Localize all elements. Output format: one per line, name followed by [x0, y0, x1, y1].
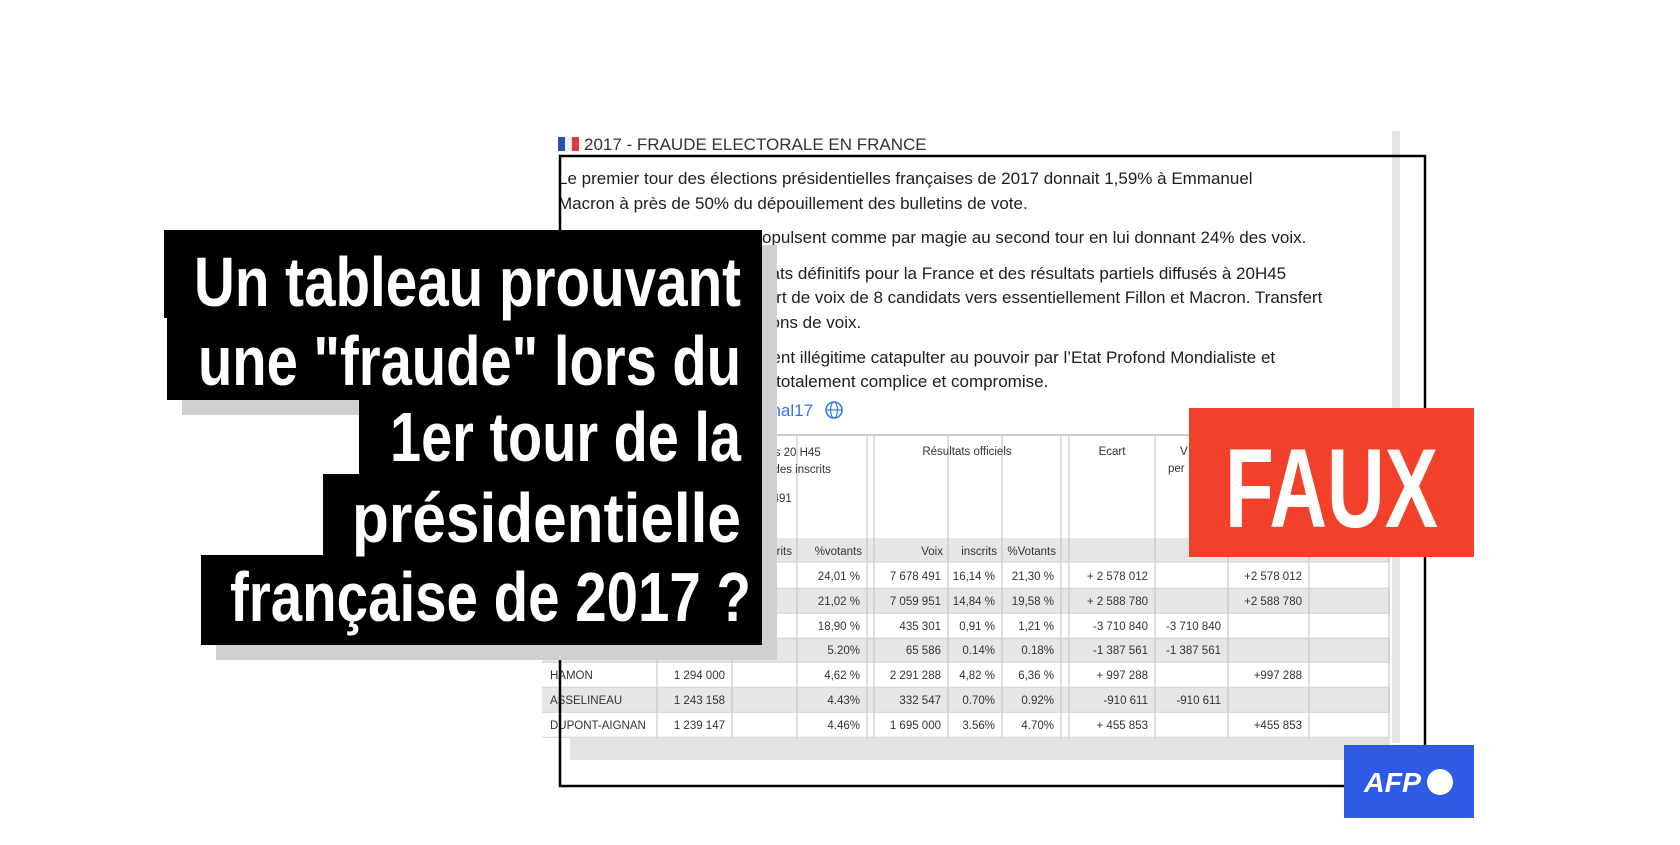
table-header: % des inscrits: [760, 464, 831, 476]
verdict: FAUX: [1225, 426, 1438, 551]
post-title: 2017 - FRAUDE ELECTORALE EN FRANCE: [584, 135, 927, 154]
table-cell: ASSELINEAU: [550, 695, 622, 707]
table-header: Ecart: [1099, 446, 1127, 458]
table-cell: 6,36 %: [1018, 670, 1054, 682]
table-cell: -1 387 561: [1093, 645, 1148, 657]
table-cell: 0.92%: [1021, 695, 1054, 707]
table-cell: 0.14%: [962, 645, 995, 657]
table-cell: 1 239 147: [674, 720, 725, 732]
table-subheader: inscrits: [961, 546, 997, 558]
flag: [558, 137, 579, 151]
headline-line: 1er tour de la: [390, 398, 742, 476]
table-cell: 19,58 %: [1012, 596, 1054, 608]
table-cell: 14,84 %: [953, 596, 995, 608]
headline-box: [359, 400, 762, 474]
table-cell: 4,62 %: [824, 670, 860, 682]
table-cell: 0,91 %: [959, 621, 995, 633]
table-cell: 4.70%: [1021, 720, 1054, 732]
table-cell: 4,82 %: [959, 670, 995, 682]
table-cell: +997 288: [1254, 670, 1302, 682]
post-line: Le premier tour des élections présidenti…: [558, 169, 1253, 188]
table-cell: -910 611: [1103, 695, 1148, 707]
table-cell: 24,01 %: [818, 571, 860, 583]
table-cell: + 455 853: [1097, 720, 1148, 732]
table-subheader: %Votants: [1007, 546, 1056, 558]
post-line: ltats définitifs pour la France et des r…: [762, 264, 1286, 283]
table-cell: 2 291 288: [890, 670, 941, 682]
table-cell: -1 387 561: [1166, 645, 1221, 657]
table-cell: 65 586: [906, 645, 941, 657]
table-cell: 18,90 %: [818, 621, 860, 633]
table-cell: HAMON: [550, 670, 593, 682]
post-line: e totalement complice et compromise.: [762, 372, 1048, 391]
table-cell: 7 059 951: [890, 596, 941, 608]
table-cell: +2 578 012: [1244, 571, 1302, 583]
logo-dot: [1427, 769, 1453, 795]
post-line: fert de voix de 8 candidats vers essenti…: [762, 288, 1323, 307]
table-cell: 5.20%: [827, 645, 860, 657]
logo: AFP: [1363, 767, 1421, 798]
table-cell: DUPONT-AIGNAN: [550, 720, 646, 732]
headline-box: [164, 230, 762, 318]
table-cell: + 2 578 012: [1087, 571, 1148, 583]
table-cell: 435 301: [899, 621, 941, 633]
screenshot-bottom: [570, 738, 1390, 760]
headline-box: [167, 318, 762, 400]
table-cell: 332 547: [899, 695, 941, 707]
post-line: dent illégitime catapulter au pouvoir pa…: [762, 348, 1275, 367]
post-line: opulsent comme par magie au second tour …: [762, 228, 1306, 247]
table-cell: -3 710 840: [1166, 621, 1221, 633]
table-cell: 4.43%: [827, 695, 860, 707]
table-cell: +455 853: [1254, 720, 1302, 732]
table-header: Résultats officiels: [922, 446, 1012, 458]
table-cell: + 997 288: [1097, 670, 1148, 682]
table-cell: 21,30 %: [1012, 571, 1054, 583]
table-cell: 3.56%: [962, 720, 995, 732]
table-cell: 1 243 158: [674, 695, 725, 707]
table-cell: +2 588 780: [1244, 596, 1302, 608]
row-bg: [542, 687, 1390, 713]
table-cell: 1 294 000: [674, 670, 725, 682]
table-cell: 0.70%: [962, 695, 995, 707]
table-subheader: %votants: [815, 546, 863, 558]
headline-line: Un tableau prouvant: [194, 243, 741, 321]
table-subheader: Voix: [921, 546, 943, 558]
headline-box: [201, 555, 762, 645]
table-cell: 7 678 491: [890, 571, 941, 583]
table-cell: 4.46%: [827, 720, 860, 732]
table-cell: 16,14 %: [953, 571, 995, 583]
headline-line: une "fraude" lors du: [198, 322, 741, 400]
table-cell: 1,21 %: [1018, 621, 1054, 633]
headline-box: [323, 474, 762, 555]
table-cell: -910 611: [1176, 695, 1221, 707]
headline-line: française de 2017 ?: [230, 558, 751, 636]
table-cell: 1 695 000: [890, 720, 941, 732]
table-cell: 21,02 %: [818, 596, 860, 608]
post-line: Macron à près de 50% du dépouillement de…: [558, 194, 1028, 213]
table-cell: -3 710 840: [1093, 621, 1148, 633]
table-cell: + 2 588 780: [1087, 596, 1148, 608]
table-header: V: [1180, 446, 1188, 458]
headline-line: présidentielle: [352, 479, 741, 557]
table-cell: 0.18%: [1021, 645, 1054, 657]
verdict-box: [1189, 408, 1474, 557]
table-header: per: [1168, 463, 1185, 475]
post-line: tions de voix.: [762, 313, 861, 332]
